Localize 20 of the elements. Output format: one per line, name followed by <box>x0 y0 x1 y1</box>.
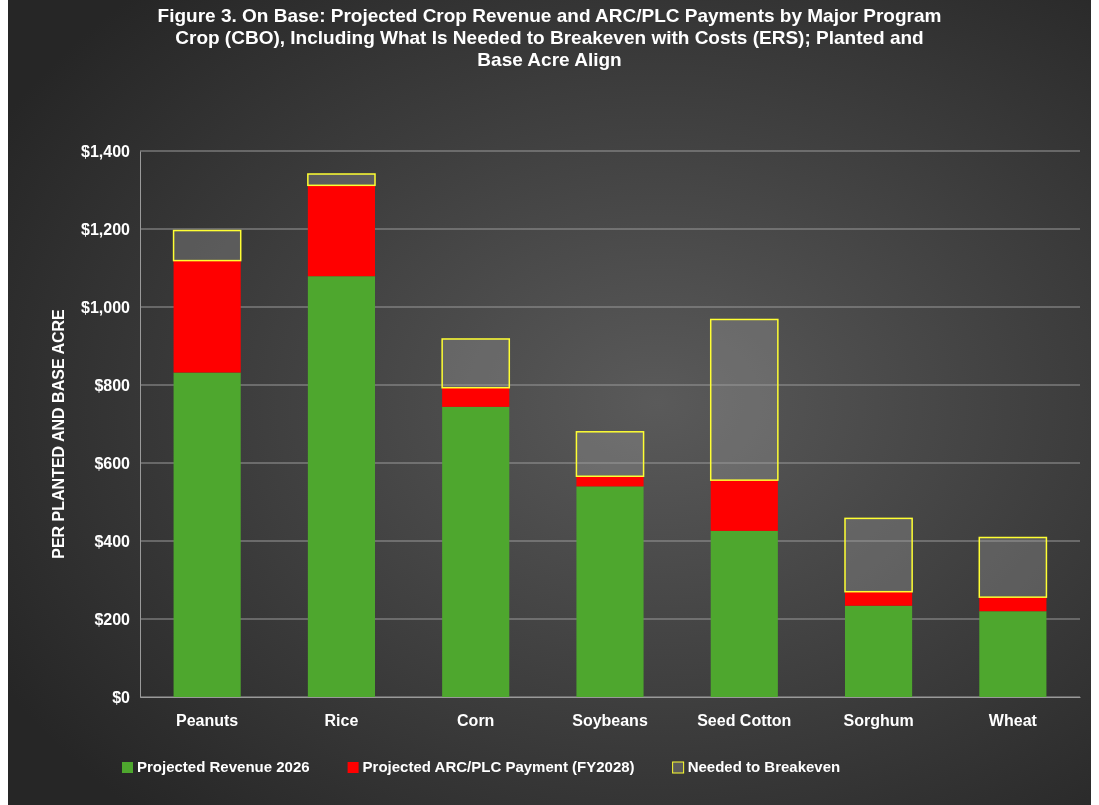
chart-title: Figure 3. On Base: Projected Crop Revenue and ARC/PLC Payments by Major Program Crop (CBO), Including What Is Needed to Breakeven with Costs (ERS); Planted and Base Acre Align <box>157 5 942 70</box>
y-tick-label: $200 <box>94 610 131 628</box>
x-tick-label: Rice <box>324 712 359 730</box>
y-tick-label: $600 <box>94 454 131 472</box>
legend-label: Projected Revenue 2026 <box>137 758 310 775</box>
y-tick-label: $800 <box>94 376 131 394</box>
x-tick-label: Sorghum <box>843 712 914 730</box>
y-tick-label: $1,400 <box>81 142 131 160</box>
y-tick-label: $0 <box>112 688 131 706</box>
y-tick-label: $1,200 <box>81 220 131 238</box>
y-axis-title: PER PLANTED AND BASE ACRE <box>50 308 67 559</box>
x-tick-label: Corn <box>457 712 495 730</box>
x-tick-label: Wheat <box>988 712 1038 730</box>
x-tick-label: Seed Cotton <box>697 712 792 730</box>
x-tick-label: Peanuts <box>176 712 239 730</box>
legend-label: Projected ARC/PLC Payment (FY2028) <box>362 758 635 775</box>
y-tick-label: $400 <box>94 532 131 550</box>
legend-label: Needed to Breakeven <box>687 758 841 775</box>
x-tick-label: Soybeans <box>572 712 648 730</box>
y-tick-label: $1,000 <box>81 298 131 316</box>
